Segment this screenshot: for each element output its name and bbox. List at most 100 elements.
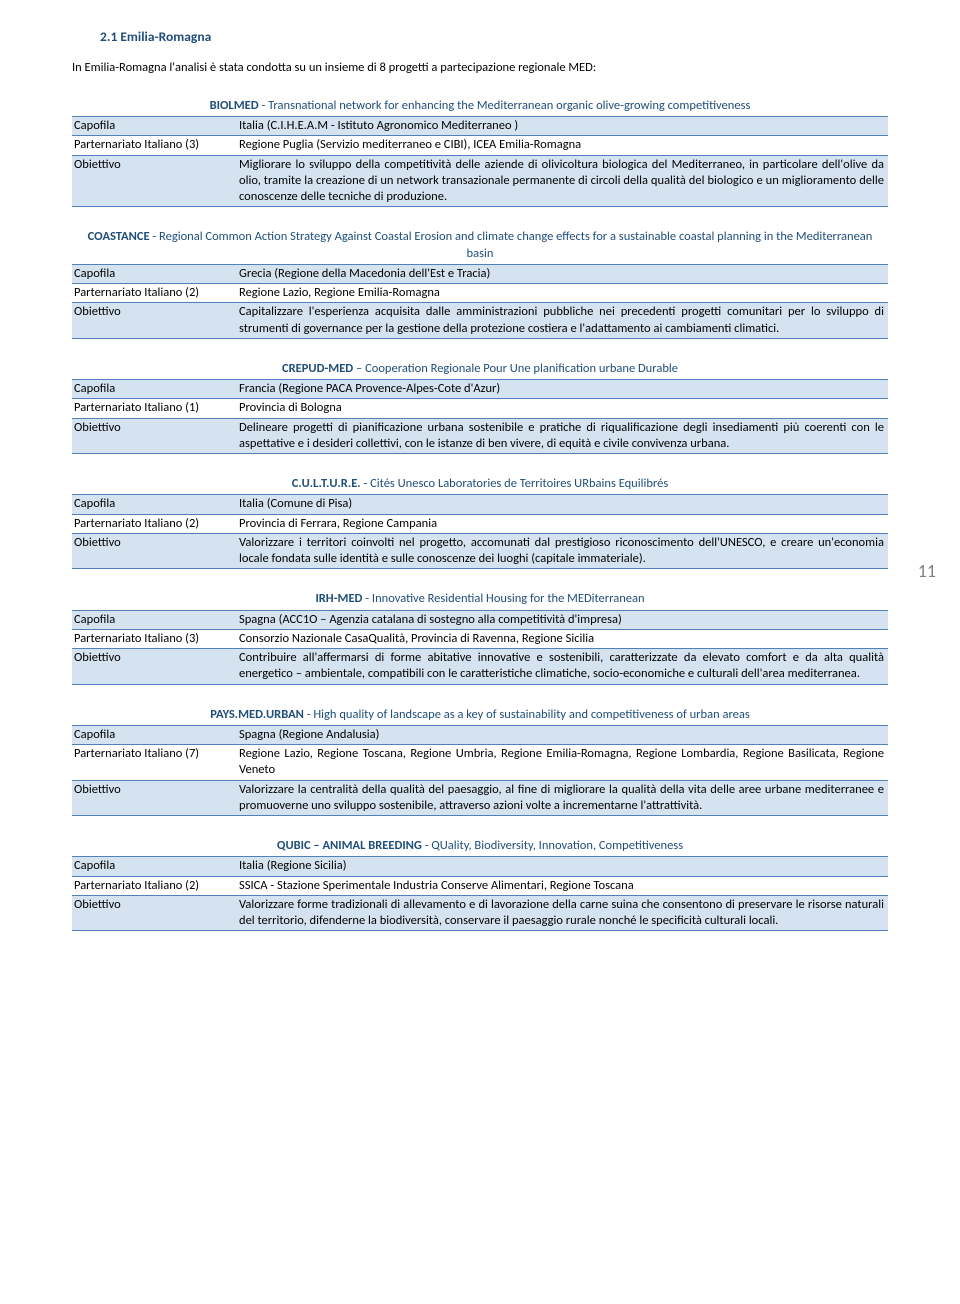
obiettivo-label: Obiettivo — [72, 418, 237, 454]
table-row-capofila: CapofilaFrancia (Regione PACA Provence-A… — [72, 380, 888, 399]
obiettivo-label: Obiettivo — [72, 649, 237, 685]
project-block: COASTANCE - Regional Common Action Strat… — [72, 229, 888, 339]
table-row-parternariato: Parternariato Italiano (2)Provincia di F… — [72, 514, 888, 533]
projects-container: BIOLMED - Transnational network for enha… — [72, 98, 888, 932]
table-row-capofila: CapofilaGrecia (Regione della Macedonia … — [72, 264, 888, 283]
project-table: CapofilaGrecia (Regione della Macedonia … — [72, 264, 888, 339]
capofila-label: Capofila — [72, 857, 237, 876]
project-acronym: PAYS.MED.URBAN — [210, 707, 304, 722]
project-block: QUBIC – ANIMAL BREEDING - QUality, Biodi… — [72, 838, 888, 931]
table-row-parternariato: Parternariato Italiano (2)Regione Lazio,… — [72, 284, 888, 303]
project-subtitle: Regional Common Action Strategy Against … — [159, 229, 872, 260]
table-row-obiettivo: ObiettivoMigliorare lo sviluppo della co… — [72, 155, 888, 207]
project-title-separator: - — [362, 591, 371, 606]
project-title: BIOLMED - Transnational network for enha… — [72, 98, 888, 114]
project-acronym: C.U.L.T.U.R.E. — [292, 476, 361, 491]
capofila-value: Grecia (Regione della Macedonia dell'Est… — [237, 264, 888, 283]
capofila-label: Capofila — [72, 264, 237, 283]
table-row-obiettivo: ObiettivoValorizzare i territori coinvol… — [72, 533, 888, 569]
capofila-value: Francia (Regione PACA Provence-Alpes-Cot… — [237, 380, 888, 399]
capofila-label: Capofila — [72, 610, 237, 629]
parternariato-label: Parternariato Italiano (2) — [72, 876, 237, 895]
table-row-obiettivo: ObiettivoContribuire all'affermarsi di f… — [72, 649, 888, 685]
project-title: C.U.L.T.U.R.E. - Cités Unesco Laboratori… — [72, 476, 888, 492]
obiettivo-value: Contribuire all'affermarsi di forme abit… — [237, 649, 888, 685]
project-title-separator: – — [353, 361, 365, 376]
project-title: QUBIC – ANIMAL BREEDING - QUality, Biodi… — [72, 838, 888, 854]
project-title-separator: - — [361, 476, 370, 491]
project-acronym: COASTANCE — [88, 229, 150, 244]
project-title-separator: - — [150, 229, 159, 244]
parternariato-value: Consorzio Nazionale CasaQualità, Provinc… — [237, 629, 888, 648]
obiettivo-label: Obiettivo — [72, 895, 237, 931]
table-row-parternariato: Parternariato Italiano (3)Regione Puglia… — [72, 136, 888, 155]
parternariato-value: SSICA - Stazione Sperimentale Industria … — [237, 876, 888, 895]
capofila-label: Capofila — [72, 380, 237, 399]
obiettivo-label: Obiettivo — [72, 533, 237, 569]
table-row-capofila: CapofilaItalia (C.I.H.E.A.M - Istituto A… — [72, 117, 888, 136]
project-subtitle: High quality of landscape as a key of su… — [313, 707, 749, 722]
project-subtitle: Cités Unesco Laboratories de Territoires… — [370, 476, 668, 491]
intro-paragraph: In Emilia-Romagna l'analisi è stata cond… — [72, 60, 888, 76]
capofila-value: Italia (Regione Sicilia) — [237, 857, 888, 876]
capofila-label: Capofila — [72, 725, 237, 744]
project-acronym: BIOLMED — [210, 98, 259, 113]
project-table: CapofilaItalia (Comune di Pisa)Parternar… — [72, 494, 888, 569]
project-table: CapofilaItalia (Regione Sicilia)Parterna… — [72, 856, 888, 931]
obiettivo-label: Obiettivo — [72, 780, 237, 816]
capofila-label: Capofila — [72, 117, 237, 136]
project-acronym: QUBIC – ANIMAL BREEDING — [277, 838, 422, 853]
project-title: CREPUD-MED – Cooperation Regionale Pour … — [72, 361, 888, 377]
project-block: IRH-MED - Innovative Residential Housing… — [72, 591, 888, 684]
table-row-capofila: CapofilaItalia (Regione Sicilia) — [72, 857, 888, 876]
parternariato-label: Parternariato Italiano (7) — [72, 745, 237, 781]
parternariato-value: Regione Puglia (Servizio mediterraneo e … — [237, 136, 888, 155]
project-table: CapofilaItalia (C.I.H.E.A.M - Istituto A… — [72, 116, 888, 207]
project-table: CapofilaSpagna (Regione Andalusia)Parter… — [72, 725, 888, 816]
capofila-value: Spagna (ACC1O – Agenzia catalana di sost… — [237, 610, 888, 629]
table-row-capofila: CapofilaSpagna (ACC1O – Agenzia catalana… — [72, 610, 888, 629]
project-title: COASTANCE - Regional Common Action Strat… — [72, 229, 888, 262]
table-row-parternariato: Parternariato Italiano (2)SSICA - Stazio… — [72, 876, 888, 895]
obiettivo-value: Delineare progetti di pianificazione urb… — [237, 418, 888, 454]
project-title-separator: - — [422, 838, 431, 853]
parternariato-value: Provincia di Ferrara, Regione Campania — [237, 514, 888, 533]
parternariato-label: Parternariato Italiano (2) — [72, 514, 237, 533]
project-block: CREPUD-MED – Cooperation Regionale Pour … — [72, 361, 888, 454]
capofila-value: Italia (C.I.H.E.A.M - Istituto Agronomic… — [237, 117, 888, 136]
page-number: 11 — [918, 560, 936, 583]
project-subtitle: Innovative Residential Housing for the M… — [372, 591, 645, 606]
obiettivo-value: Capitalizzare l'esperienza acquisita dal… — [237, 303, 888, 339]
obiettivo-value: Migliorare lo sviluppo della competitivi… — [237, 155, 888, 207]
project-table: CapofilaFrancia (Regione PACA Provence-A… — [72, 379, 888, 454]
table-row-parternariato: Parternariato Italiano (1)Provincia di B… — [72, 399, 888, 418]
project-title-separator: - — [259, 98, 268, 113]
parternariato-label: Parternariato Italiano (1) — [72, 399, 237, 418]
table-row-parternariato: Parternariato Italiano (3)Consorzio Nazi… — [72, 629, 888, 648]
project-title: IRH-MED - Innovative Residential Housing… — [72, 591, 888, 607]
project-subtitle: QUality, Biodiversity, Innovation, Compe… — [431, 838, 683, 853]
capofila-value: Spagna (Regione Andalusia) — [237, 725, 888, 744]
table-row-parternariato: Parternariato Italiano (7)Regione Lazio,… — [72, 745, 888, 781]
obiettivo-value: Valorizzare i territori coinvolti nel pr… — [237, 533, 888, 569]
project-table: CapofilaSpagna (ACC1O – Agenzia catalana… — [72, 610, 888, 685]
table-row-capofila: CapofilaItalia (Comune di Pisa) — [72, 495, 888, 514]
project-block: PAYS.MED.URBAN - High quality of landsca… — [72, 707, 888, 817]
table-row-capofila: CapofilaSpagna (Regione Andalusia) — [72, 725, 888, 744]
parternariato-label: Parternariato Italiano (3) — [72, 136, 237, 155]
obiettivo-value: Valorizzare la centralità della qualità … — [237, 780, 888, 816]
parternariato-value: Provincia di Bologna — [237, 399, 888, 418]
project-title: PAYS.MED.URBAN - High quality of landsca… — [72, 707, 888, 723]
table-row-obiettivo: ObiettivoDelineare progetti di pianifica… — [72, 418, 888, 454]
obiettivo-value: Valorizzare forme tradizionali di alleva… — [237, 895, 888, 931]
project-block: BIOLMED - Transnational network for enha… — [72, 98, 888, 208]
project-acronym: IRH-MED — [315, 591, 362, 606]
parternariato-label: Parternariato Italiano (2) — [72, 284, 237, 303]
project-subtitle: Cooperation Regionale Pour Une planifica… — [365, 361, 678, 376]
project-title-separator: - — [304, 707, 313, 722]
table-row-obiettivo: ObiettivoValorizzare la centralità della… — [72, 780, 888, 816]
parternariato-value: Regione Lazio, Regione Toscana, Regione … — [237, 745, 888, 781]
section-heading: 2.1 Emilia-Romagna — [100, 28, 888, 46]
project-block: C.U.L.T.U.R.E. - Cités Unesco Laboratori… — [72, 476, 888, 569]
capofila-value: Italia (Comune di Pisa) — [237, 495, 888, 514]
